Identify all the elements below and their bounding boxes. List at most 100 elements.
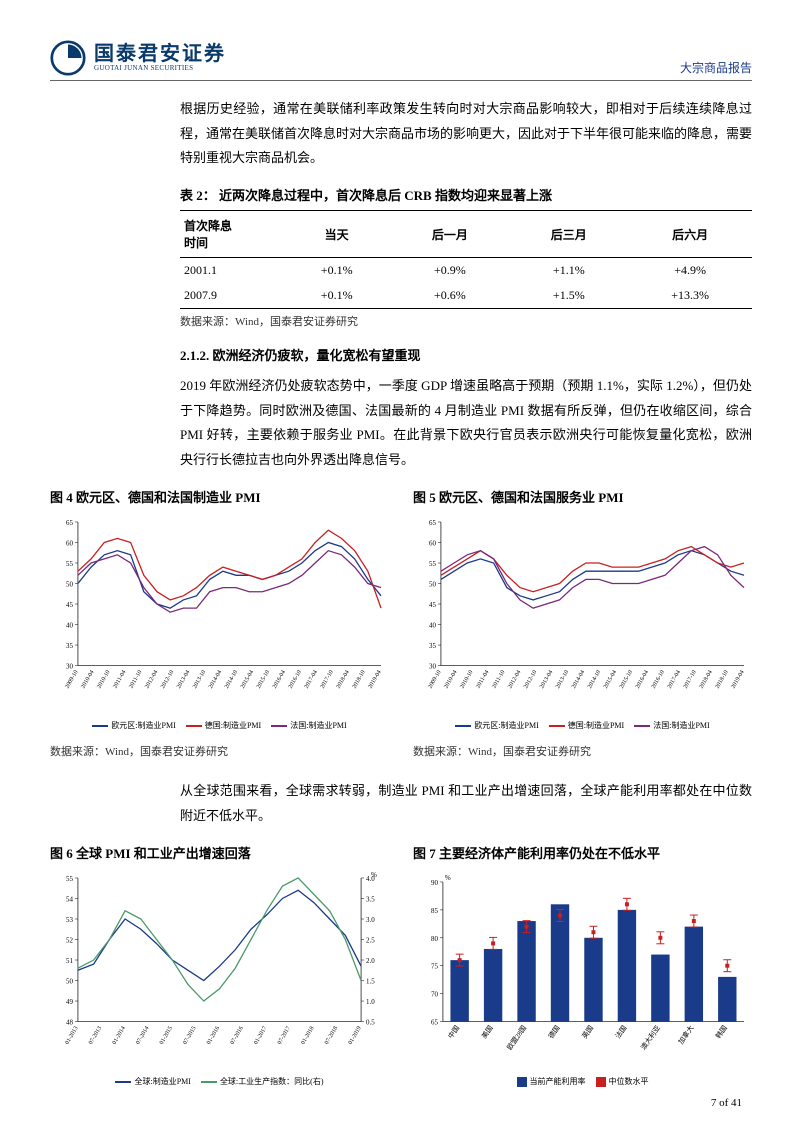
svg-text:90: 90	[431, 879, 438, 887]
svg-text:01-2015: 01-2015	[159, 1025, 174, 1045]
svg-text:2017-04: 2017-04	[667, 669, 682, 689]
svg-text:07-2013: 07-2013	[88, 1025, 103, 1045]
svg-text:50: 50	[66, 580, 73, 588]
fig6-title: 图 6 全球 PMI 和工业产出增速回落	[50, 843, 389, 862]
svg-text:2015-04: 2015-04	[603, 669, 618, 689]
svg-text:55: 55	[66, 875, 73, 883]
logo-text-cn: 国泰君安证券	[94, 44, 226, 65]
svg-text:韩国: 韩国	[714, 1023, 729, 1040]
svg-text:2014-04: 2014-04	[571, 669, 586, 689]
svg-text:2017-10: 2017-10	[683, 669, 698, 689]
fig4-source: 数据来源：Wind，国泰君安证券研究	[50, 743, 389, 759]
svg-text:2016-04: 2016-04	[272, 669, 287, 689]
section-212-heading: 2.1.2. 欧洲经济仍疲软，量化宽松有望重现	[180, 345, 752, 364]
svg-text:2.5: 2.5	[366, 936, 375, 944]
svg-text:2011-04: 2011-04	[475, 669, 490, 689]
svg-text:2011-10: 2011-10	[491, 669, 506, 689]
svg-text:60: 60	[429, 539, 436, 547]
fig4-title: 图 4 欧元区、德国和法国制造业 PMI	[50, 487, 389, 506]
svg-text:01-2017: 01-2017	[253, 1025, 268, 1045]
svg-text:65: 65	[429, 519, 436, 527]
svg-text:55: 55	[429, 560, 436, 568]
svg-text:2012-10: 2012-10	[160, 669, 175, 689]
svg-text:美国: 美国	[479, 1023, 494, 1040]
svg-text:2012-04: 2012-04	[144, 669, 159, 689]
svg-text:2011-04: 2011-04	[112, 669, 127, 689]
svg-text:2014-10: 2014-10	[587, 669, 602, 689]
svg-text:01-2013: 01-2013	[65, 1025, 80, 1045]
logo-icon	[50, 40, 86, 76]
svg-text:中国: 中国	[446, 1023, 461, 1040]
svg-text:2013-10: 2013-10	[555, 669, 570, 689]
svg-text:01-2014: 01-2014	[112, 1025, 127, 1045]
svg-text:2012-10: 2012-10	[523, 669, 538, 689]
svg-text:65: 65	[66, 519, 73, 527]
page-header: 国泰君安证券 GUOTAI JUNAN SECURITIES 大宗商品报告	[50, 40, 752, 81]
svg-text:48: 48	[66, 1018, 73, 1026]
table2-title: 表 2： 近两次降息过程中，首次降息后 CRB 指数均迎来显著上涨	[180, 185, 752, 204]
svg-text:2010-04: 2010-04	[80, 669, 95, 689]
fig5-legend: 欧元区:制造业PMI德国:制造业PMI法国:制造业PMI	[413, 720, 752, 731]
svg-text:75: 75	[431, 962, 438, 970]
fig6-chart: 48495051525354550.51.01.52.02.53.03.54.0…	[50, 870, 389, 1069]
svg-text:30: 30	[66, 662, 73, 670]
svg-text:2018-04: 2018-04	[336, 669, 351, 689]
svg-text:加拿大: 加拿大	[676, 1023, 695, 1045]
page-footer: 7 of 41	[711, 1097, 742, 1109]
svg-text:2015-10: 2015-10	[619, 669, 634, 689]
fig7-legend: 当前产能利用率中位数水平	[413, 1076, 752, 1087]
svg-text:01-2019: 01-2019	[348, 1025, 363, 1045]
fig7-title: 图 7 主要经济体产能利用率仍处在不低水平	[413, 843, 752, 862]
svg-text:07-2017: 07-2017	[277, 1025, 292, 1045]
svg-text:1.5: 1.5	[366, 977, 375, 985]
svg-text:51: 51	[66, 957, 73, 965]
svg-text:40: 40	[66, 621, 73, 629]
svg-text:3.5: 3.5	[366, 895, 375, 903]
svg-text:53: 53	[66, 916, 73, 924]
svg-text:50: 50	[66, 977, 73, 985]
table2: 首次降息时间当天后一月后三月后六月 2001.1+0.1%+0.9%+1.1%+…	[180, 210, 752, 309]
svg-text:07-2015: 07-2015	[182, 1025, 197, 1045]
svg-text:2010-04: 2010-04	[443, 669, 458, 689]
svg-text:2011-10: 2011-10	[128, 669, 143, 689]
intro-paragraph: 根据历史经验，通常在美联储利率政策发生转向时对大宗商品影响较大，即相对于后续连续…	[180, 97, 752, 171]
svg-text:2013-04: 2013-04	[176, 669, 191, 689]
svg-text:2015-10: 2015-10	[256, 669, 271, 689]
fig5-source: 数据来源：Wind，国泰君安证券研究	[413, 743, 752, 759]
svg-text:1.0: 1.0	[366, 998, 375, 1006]
fig6-legend: 全球:制造业PMI全球:工业生产指数：同比(右)	[50, 1076, 389, 1087]
fig5-chart: 30354045505560652009-102010-042010-10201…	[413, 514, 752, 713]
svg-text:澳大利亚: 澳大利亚	[639, 1023, 662, 1051]
svg-text:2019-04: 2019-04	[731, 669, 746, 689]
svg-text:01-2016: 01-2016	[206, 1025, 221, 1045]
svg-text:35: 35	[66, 642, 73, 650]
svg-text:55: 55	[66, 560, 73, 568]
svg-text:英国: 英国	[580, 1023, 595, 1040]
svg-text:40: 40	[429, 621, 436, 629]
svg-text:07-2016: 07-2016	[230, 1025, 245, 1045]
svg-text:2014-10: 2014-10	[224, 669, 239, 689]
svg-text:30: 30	[429, 662, 436, 670]
svg-text:德国: 德国	[546, 1023, 561, 1040]
fig5-title: 图 5 欧元区、德国和法国服务业 PMI	[413, 487, 752, 506]
svg-text:2018-04: 2018-04	[699, 669, 714, 689]
svg-text:0.5: 0.5	[366, 1018, 375, 1026]
svg-text:2018-10: 2018-10	[352, 669, 367, 689]
svg-text:%: %	[371, 871, 377, 879]
section-212-para: 2019 年欧洲经济仍处疲软态势中，一季度 GDP 增速虽略高于预期（预期 1.…	[180, 374, 752, 473]
svg-text:54: 54	[66, 895, 73, 903]
svg-text:2017-04: 2017-04	[304, 669, 319, 689]
svg-text:2019-04: 2019-04	[368, 669, 383, 689]
svg-text:2009-10: 2009-10	[428, 669, 443, 689]
svg-text:35: 35	[429, 642, 436, 650]
svg-text:2013-04: 2013-04	[539, 669, 554, 689]
svg-text:65: 65	[431, 1018, 438, 1026]
svg-text:01-2018: 01-2018	[300, 1025, 315, 1045]
svg-text:70: 70	[431, 990, 438, 998]
svg-text:2010-10: 2010-10	[459, 669, 474, 689]
svg-text:2015-04: 2015-04	[240, 669, 255, 689]
svg-text:%: %	[445, 874, 451, 882]
svg-text:2016-10: 2016-10	[651, 669, 666, 689]
fig4-chart: 30354045505560652009-102010-042010-10201…	[50, 514, 389, 713]
svg-text:2013-10: 2013-10	[192, 669, 207, 689]
